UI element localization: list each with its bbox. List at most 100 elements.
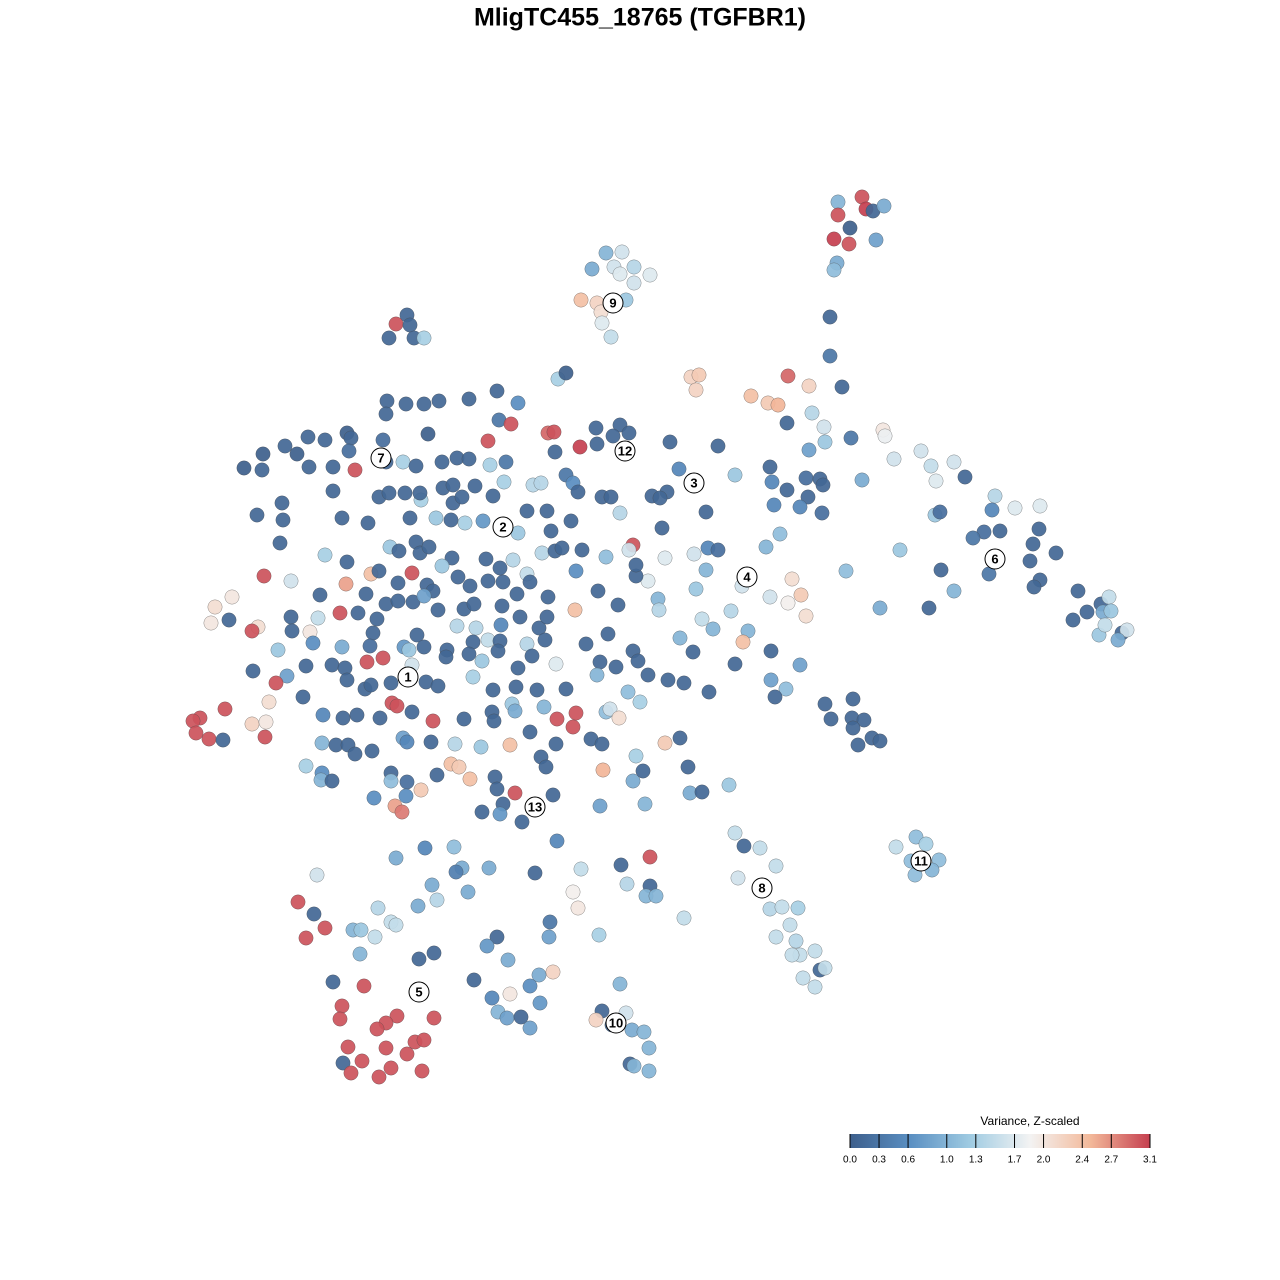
- point: [379, 393, 395, 409]
- point: [752, 840, 768, 856]
- point: [842, 220, 858, 236]
- point: [399, 1046, 415, 1062]
- point: [721, 777, 737, 793]
- cluster-label: 9: [609, 295, 616, 310]
- point: [245, 663, 261, 679]
- point: [1022, 553, 1038, 569]
- point: [780, 368, 796, 384]
- point: [788, 933, 804, 949]
- point: [398, 396, 414, 412]
- point: [798, 608, 814, 624]
- point: [358, 586, 374, 602]
- point: [763, 643, 779, 659]
- point: [532, 995, 548, 1011]
- point: [317, 547, 333, 563]
- point: [522, 574, 538, 590]
- point: [388, 316, 404, 332]
- point: [790, 900, 806, 916]
- colorbar-bar: [850, 1134, 1150, 1148]
- point: [1007, 500, 1023, 516]
- point: [425, 713, 441, 729]
- point: [474, 804, 490, 820]
- point: [612, 266, 628, 282]
- point: [641, 1040, 657, 1056]
- point: [283, 609, 299, 625]
- point: [1110, 632, 1126, 648]
- point: [662, 434, 678, 450]
- point: [768, 858, 784, 874]
- colorbar-tick-label: 1.3: [969, 1155, 983, 1166]
- point: [850, 737, 866, 753]
- point: [558, 365, 574, 381]
- point: [244, 716, 260, 732]
- point: [636, 1024, 652, 1040]
- point: [375, 432, 391, 448]
- point: [727, 825, 743, 841]
- point: [499, 1010, 515, 1026]
- point: [364, 743, 380, 759]
- point: [688, 581, 704, 597]
- point: [1032, 498, 1048, 514]
- point: [494, 598, 510, 614]
- point: [369, 1021, 385, 1037]
- colorbar-tick-label: 0.6: [901, 1155, 915, 1166]
- point: [763, 672, 779, 688]
- point: [625, 773, 641, 789]
- point: [727, 467, 743, 483]
- cluster-label: 7: [377, 450, 384, 465]
- point: [391, 543, 407, 559]
- point: [513, 1009, 529, 1025]
- point: [505, 552, 521, 568]
- point: [758, 539, 774, 555]
- colorbar-title: Variance, Z-scaled: [980, 1114, 1079, 1128]
- point: [426, 1010, 442, 1026]
- colorbar-tick-label: 1.7: [1008, 1155, 1022, 1166]
- points: [185, 189, 1135, 1085]
- point: [826, 262, 842, 278]
- point: [594, 315, 610, 331]
- point: [255, 446, 271, 462]
- colorbar: Variance, Z-scaled 0.0 0.3 0.6 1.0 1.3 1.7 2.0…: [843, 1114, 1157, 1165]
- point: [215, 732, 231, 748]
- point: [641, 1063, 657, 1079]
- point: [486, 713, 502, 729]
- point: [449, 618, 465, 634]
- point: [341, 443, 357, 459]
- point: [236, 460, 252, 476]
- point: [446, 839, 462, 855]
- point: [921, 600, 937, 616]
- point: [478, 551, 494, 567]
- point: [366, 790, 382, 806]
- point: [522, 1020, 538, 1036]
- point: [531, 620, 547, 636]
- point: [522, 978, 538, 994]
- point: [632, 694, 648, 710]
- point: [691, 367, 707, 383]
- point: [965, 530, 981, 546]
- point: [764, 474, 780, 490]
- point: [462, 578, 478, 594]
- cluster-label-bg: [984, 548, 1006, 570]
- point: [493, 617, 509, 633]
- point: [244, 623, 260, 639]
- point: [613, 857, 629, 873]
- point: [350, 605, 366, 621]
- point: [489, 781, 505, 797]
- point: [558, 681, 574, 697]
- point: [795, 970, 811, 986]
- point: [987, 488, 1003, 504]
- point: [630, 653, 646, 669]
- point: [694, 611, 710, 627]
- point: [461, 391, 477, 407]
- point: [221, 612, 237, 628]
- point: [545, 787, 561, 803]
- point: [872, 733, 888, 749]
- point: [610, 597, 626, 613]
- point: [626, 1058, 642, 1074]
- point: [489, 383, 505, 399]
- point: [310, 610, 326, 626]
- point: [826, 231, 842, 247]
- point: [698, 562, 714, 578]
- point: [710, 542, 726, 558]
- point: [456, 711, 472, 727]
